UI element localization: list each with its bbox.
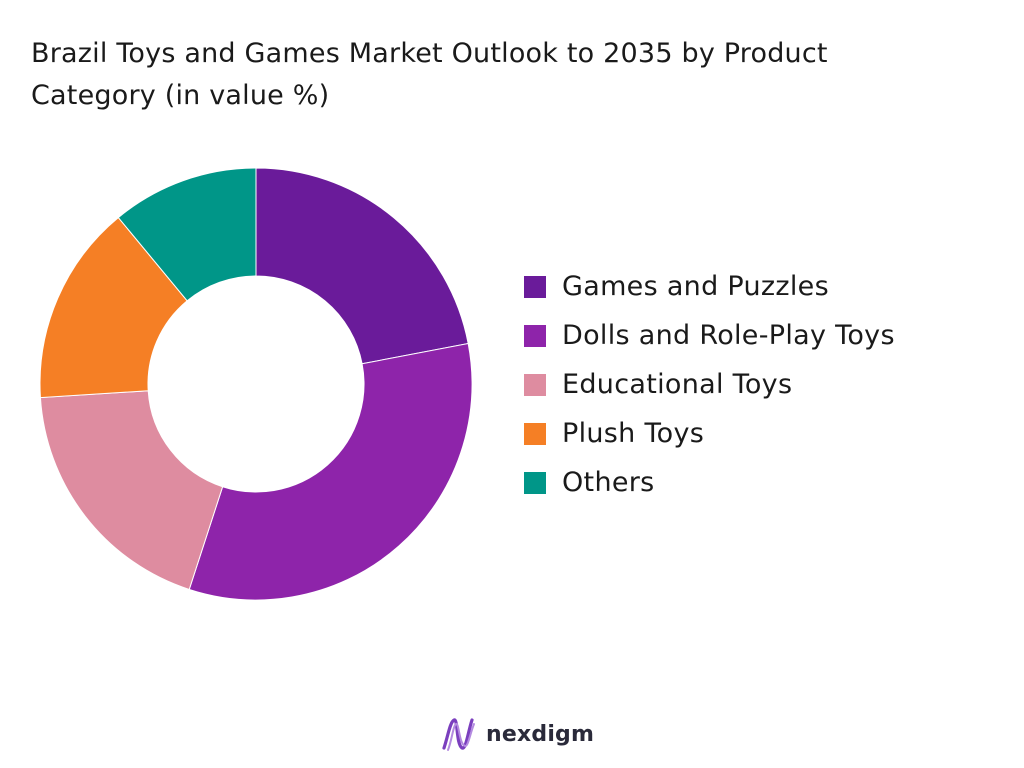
brand: nexdigm — [438, 714, 594, 754]
nexdigm-logo-icon — [442, 718, 475, 751]
legend-label: Educational Toys — [562, 369, 793, 400]
legend-swatch — [524, 373, 546, 396]
legend-item: Games and Puzzles — [524, 262, 895, 311]
donut-slice-educational-toys — [39, 390, 224, 591]
legend-swatch — [524, 324, 546, 347]
legend-swatch — [524, 422, 546, 445]
chart-legend: Games and Puzzles Dolls and Role-Play Toy… — [524, 262, 895, 507]
legend-item: Plush Toys — [524, 409, 895, 458]
donut-slice-others — [117, 167, 257, 302]
legend-label: Games and Puzzles — [562, 271, 829, 302]
chart-title: Brazil Toys and Games Market Outlook to … — [31, 38, 828, 111]
donut-slice-dolls-and-role-play-toys — [188, 342, 473, 601]
legend-item: Educational Toys — [524, 360, 895, 409]
legend-label: Others — [562, 467, 655, 498]
donut-slices — [39, 167, 473, 601]
donut-slice-plush-toys — [39, 216, 188, 399]
legend-label: Dolls and Role-Play Toys — [562, 320, 895, 351]
legend-item: Others — [524, 458, 895, 507]
legend-swatch — [524, 471, 546, 494]
brand-name: nexdigm — [486, 721, 595, 747]
donut-slice-games-and-puzzles — [255, 167, 469, 365]
legend-swatch — [524, 275, 546, 298]
legend-item: Dolls and Role-Play Toys — [524, 311, 895, 360]
legend-label: Plush Toys — [562, 418, 705, 449]
